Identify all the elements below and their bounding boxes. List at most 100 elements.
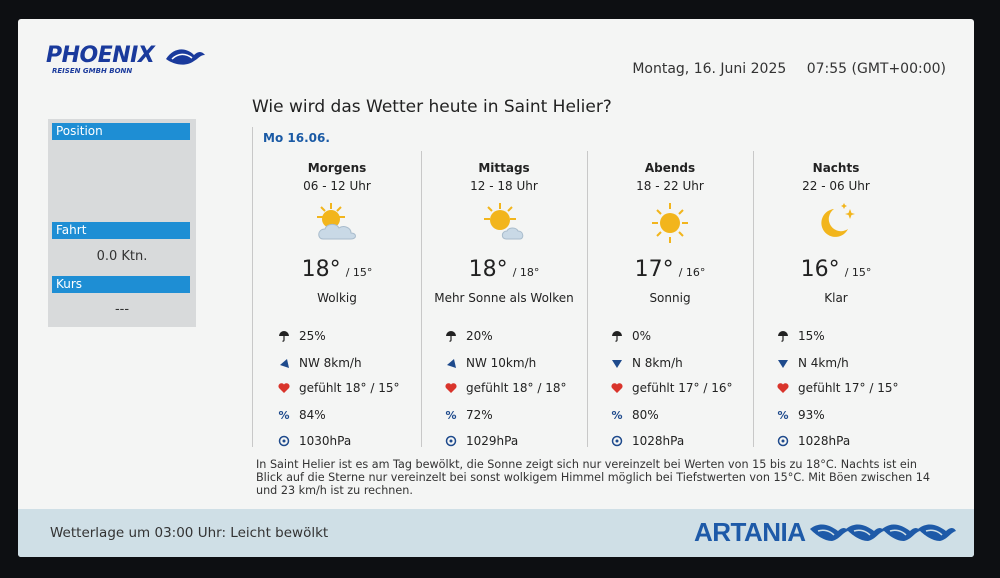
temperature: 16° / 15° bbox=[754, 257, 918, 282]
umbrella-icon bbox=[610, 329, 624, 343]
wind-value: N 4km/h bbox=[798, 356, 849, 370]
artania-logo-text: ARTANIA bbox=[694, 517, 806, 547]
bird-icon bbox=[166, 49, 205, 65]
temperature: 17° / 16° bbox=[588, 257, 752, 282]
pressure-icon bbox=[444, 434, 458, 448]
forecast-column-morning: Morgens 06 - 12 Uhr 18° / 15° Wolkig 25%… bbox=[255, 151, 419, 448]
humidity-value: 93% bbox=[798, 408, 825, 422]
period-time: 06 - 12 Uhr bbox=[303, 179, 371, 193]
rain-row: 25% bbox=[277, 329, 326, 343]
umbrella-icon bbox=[776, 329, 790, 343]
humidity-value: 80% bbox=[632, 408, 659, 422]
umbrella-icon bbox=[277, 329, 291, 343]
pressure-icon bbox=[277, 434, 291, 448]
temp-main: 18° bbox=[301, 257, 341, 282]
pressure-row: 1029hPa bbox=[444, 434, 518, 448]
condition-text: Klar bbox=[824, 291, 848, 305]
humidity-row: % 84% bbox=[277, 408, 326, 422]
heart-icon bbox=[277, 381, 291, 395]
rain-value: 0% bbox=[632, 329, 652, 343]
weather-screen: PHOENIX REISEN GMBH BONN Montag, 16. Jun… bbox=[18, 19, 974, 557]
rain-row: 20% bbox=[444, 329, 493, 343]
temp-main: 18° bbox=[468, 257, 508, 282]
forecast-column-evening: Abends 18 - 22 Uhr 17° / 16° Sonnig 0% N… bbox=[587, 151, 752, 448]
pressure-row: 1028hPa bbox=[610, 434, 684, 448]
rain-value: 25% bbox=[299, 329, 326, 343]
forecast-summary: In Saint Helier ist es am Tag bewölkt, d… bbox=[256, 458, 931, 497]
speed-value: 0.0 Ktn. bbox=[96, 249, 148, 264]
sun-cloud-icon bbox=[484, 203, 524, 240]
rain-value: 20% bbox=[466, 329, 493, 343]
feels-row: gefühlt 18° / 18° bbox=[444, 381, 567, 395]
weather-status-text: Wetterlage um 03:00 Uhr: Leicht bewölkt bbox=[50, 525, 329, 541]
forecast-column-night: Nachts 22 - 06 Uhr 16° / 15° Klar 15% N … bbox=[753, 151, 918, 448]
feels-value: gefühlt 18° / 15° bbox=[299, 381, 400, 395]
datetime: Montag, 16. Juni 2025 07:55 (GMT+00:00) bbox=[616, 61, 946, 77]
period-time: 18 - 22 Uhr bbox=[636, 179, 704, 193]
temp-feels: / 16° bbox=[678, 266, 706, 279]
temp-feels: / 15° bbox=[345, 266, 373, 279]
temp-main: 16° bbox=[800, 257, 840, 282]
percent-icon: % bbox=[777, 408, 789, 422]
umbrella-icon bbox=[444, 329, 458, 343]
feels-value: gefühlt 17° / 15° bbox=[798, 381, 899, 395]
forecast-column-noon: Mittags 12 - 18 Uhr 18° / 18° Mehr Sonne… bbox=[421, 151, 586, 448]
logo-subtext: REISEN GMBH BONN bbox=[52, 67, 133, 75]
rain-value: 15% bbox=[798, 329, 825, 343]
date-text: Montag, 16. Juni 2025 bbox=[632, 61, 787, 77]
time-text: 07:55 (GMT+00:00) bbox=[806, 61, 946, 77]
sun-icon bbox=[652, 203, 688, 243]
temperature: 18° / 15° bbox=[255, 257, 419, 282]
humidity-row: % 80% bbox=[610, 408, 659, 422]
feels-value: gefühlt 18° / 18° bbox=[466, 381, 567, 395]
day-label: Mo 16.06. bbox=[263, 131, 330, 145]
wind-direction-icon bbox=[277, 356, 291, 370]
wind-direction-icon bbox=[776, 356, 790, 370]
wind-direction-icon bbox=[610, 356, 624, 370]
period-name: Morgens bbox=[307, 161, 367, 175]
pressure-icon bbox=[610, 434, 624, 448]
position-label: Position bbox=[52, 123, 190, 140]
ship-info-panel: Position Fahrt 0.0 Ktn. Kurs --- bbox=[48, 119, 196, 327]
rain-row: 15% bbox=[776, 329, 825, 343]
percent-icon: % bbox=[445, 408, 457, 422]
pressure-row: 1030hPa bbox=[277, 434, 351, 448]
period-time: 12 - 18 Uhr bbox=[470, 179, 538, 193]
humidity-row: % 72% bbox=[444, 408, 493, 422]
phoenix-logo: PHOENIX REISEN GMBH BONN bbox=[46, 43, 206, 83]
condition-text: Mehr Sonne als Wolken bbox=[434, 291, 574, 305]
wind-row: N 8km/h bbox=[610, 356, 683, 370]
humidity-value: 72% bbox=[466, 408, 493, 422]
period-name: Nachts bbox=[812, 161, 860, 175]
page-title: Wie wird das Wetter heute in Saint Helie… bbox=[252, 97, 612, 117]
condition-text: Sonnig bbox=[649, 291, 691, 305]
moon-stars-icon bbox=[821, 203, 855, 237]
pressure-value: 1030hPa bbox=[299, 434, 352, 448]
feels-row: gefühlt 17° / 15° bbox=[776, 381, 899, 395]
pressure-icon bbox=[776, 434, 790, 448]
wind-direction-icon bbox=[444, 356, 458, 370]
wind-row: NW 10km/h bbox=[444, 356, 536, 370]
percent-icon: % bbox=[278, 408, 290, 422]
heart-icon bbox=[610, 381, 624, 395]
percent-icon: % bbox=[611, 408, 623, 422]
pressure-value: 1029hPa bbox=[466, 434, 519, 448]
pressure-value: 1028hPa bbox=[632, 434, 685, 448]
sun-cloud-icon bbox=[317, 203, 356, 240]
course-value: --- bbox=[114, 302, 130, 317]
temp-feels: / 18° bbox=[512, 266, 540, 279]
feels-row: gefühlt 18° / 15° bbox=[277, 381, 400, 395]
humidity-row: % 93% bbox=[776, 408, 825, 422]
wind-row: N 4km/h bbox=[776, 356, 849, 370]
speed-label: Fahrt bbox=[52, 222, 190, 239]
period-name: Abends bbox=[644, 161, 696, 175]
humidity-value: 84% bbox=[299, 408, 326, 422]
forecast-panel: Mo 16.06. Morgens 06 - 12 Uhr 18° / 15° … bbox=[252, 127, 923, 448]
temp-main: 17° bbox=[634, 257, 674, 282]
temperature: 18° / 18° bbox=[422, 257, 586, 282]
footer-bar: Wetterlage um 03:00 Uhr: Leicht bewölkt … bbox=[18, 509, 974, 557]
feels-value: gefühlt 17° / 16° bbox=[632, 381, 733, 395]
wind-value: NW 8km/h bbox=[299, 356, 362, 370]
wind-value: NW 10km/h bbox=[466, 356, 537, 370]
period-name: Mittags bbox=[478, 161, 530, 175]
